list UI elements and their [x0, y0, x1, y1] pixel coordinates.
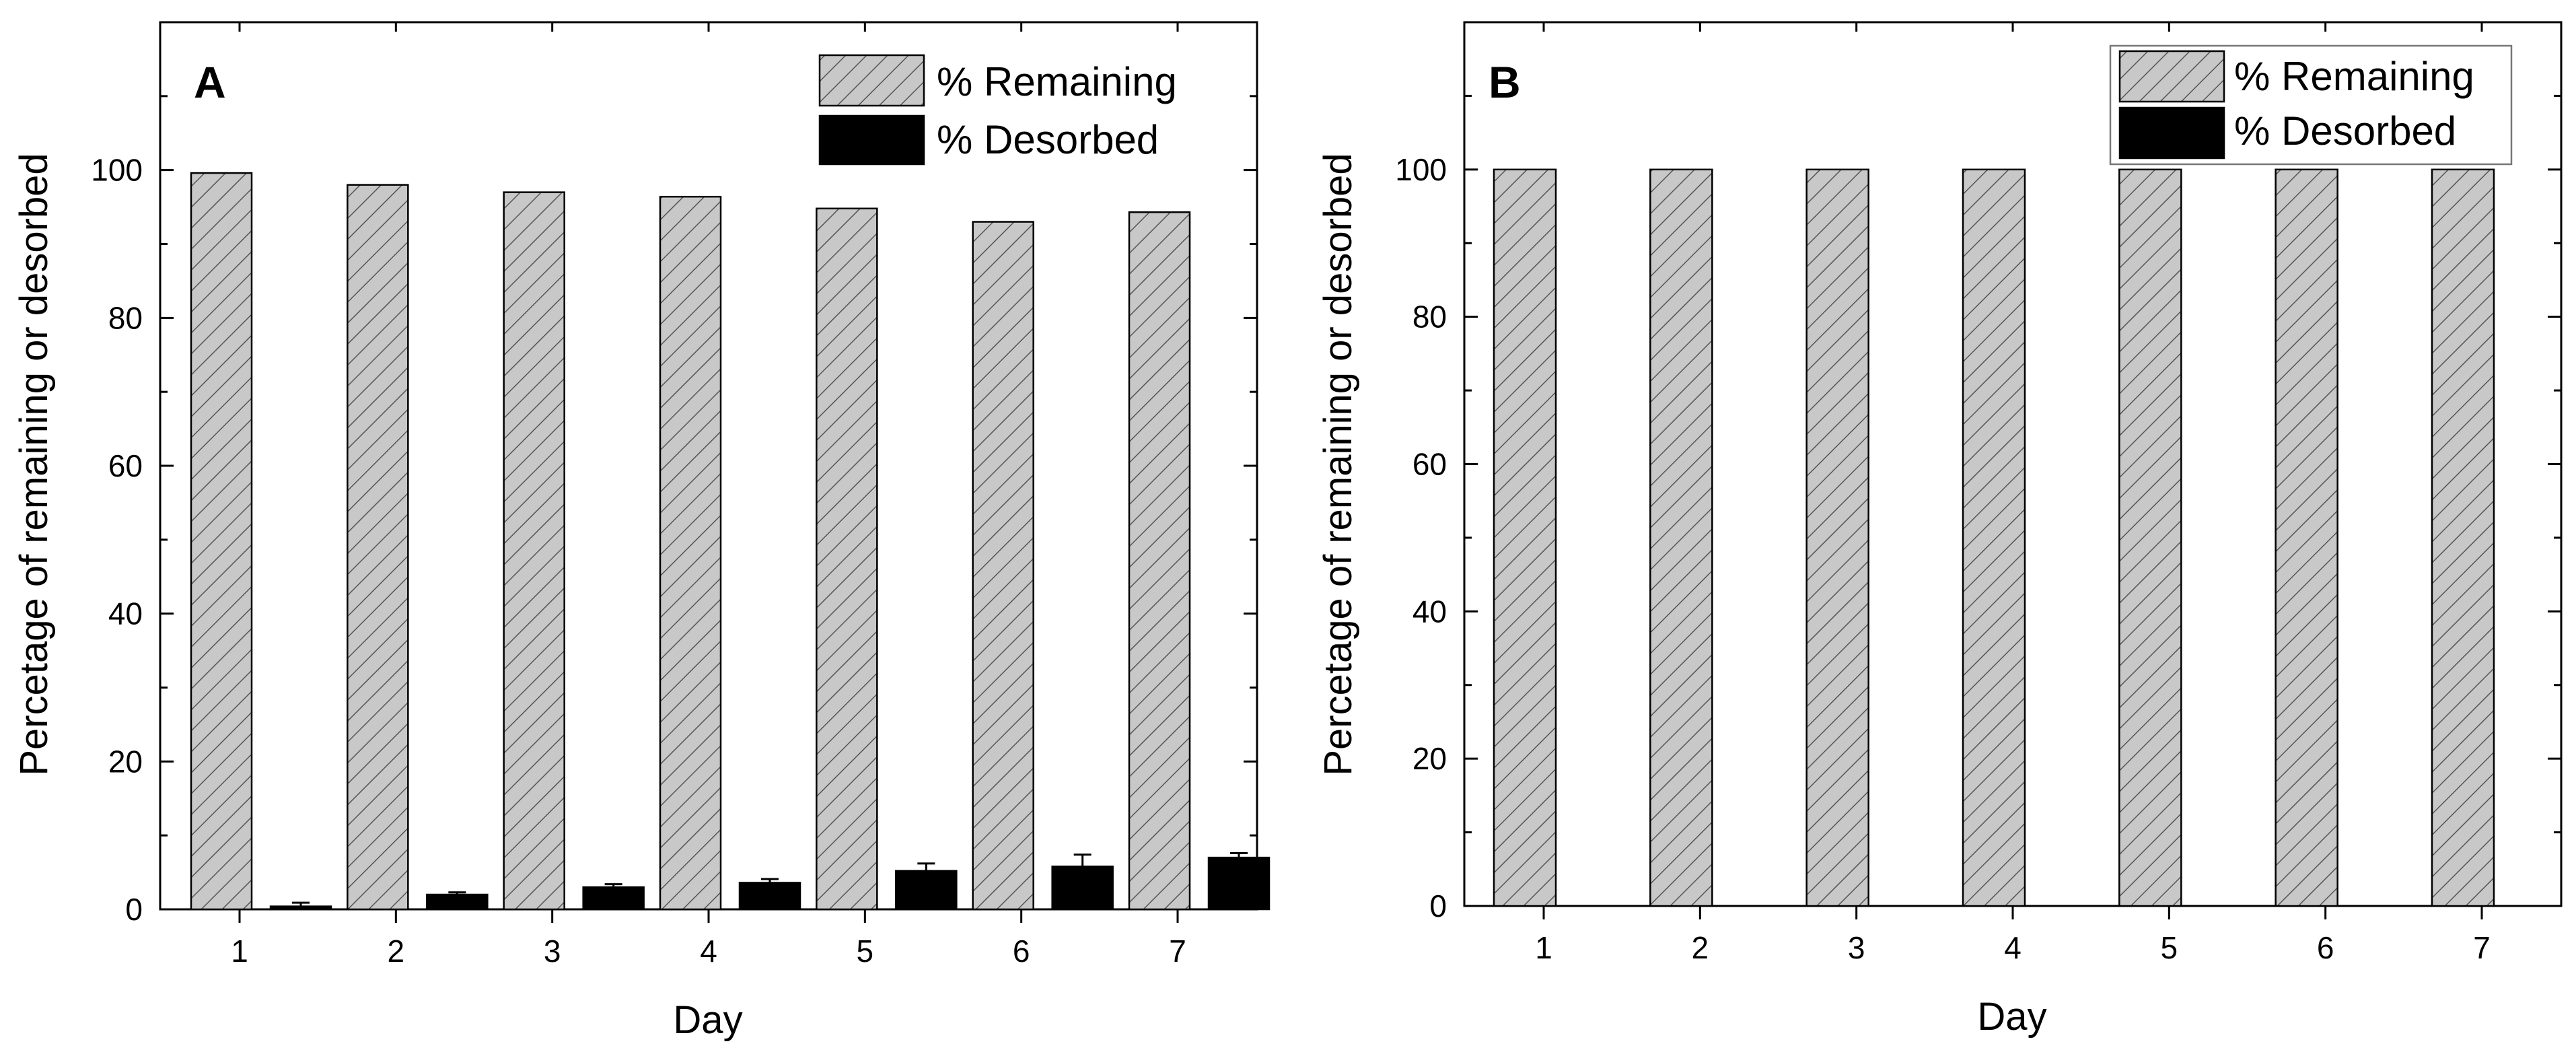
x-tick-label: 3 — [1848, 930, 1865, 965]
bar-desorbed — [895, 870, 958, 911]
x-tick-label: 2 — [388, 934, 405, 969]
bar-desorbed — [1207, 856, 1271, 911]
y-tick-label: 40 — [108, 596, 143, 631]
bar-remaining — [2118, 168, 2182, 907]
legend-swatch-desorbed — [818, 114, 925, 166]
x-tick-label: 4 — [2004, 930, 2022, 965]
chart-panel-a: A Percetage of remaining or desorbed Day… — [12, 21, 1271, 1042]
x-tick-label: 5 — [2161, 930, 2178, 965]
x-tick-label: 7 — [2473, 930, 2491, 965]
x-tick-label: 7 — [1169, 934, 1186, 969]
bar-remaining — [1962, 168, 2026, 907]
legend-label-remaining: % Remaining — [937, 59, 1177, 104]
bar-remaining — [2431, 168, 2495, 907]
bar-remaining — [1493, 168, 1557, 907]
y-axis-title: Percetage of remaining or desorbed — [12, 153, 56, 775]
bar-remaining — [347, 184, 409, 911]
x-axis-title: Day — [1977, 995, 2046, 1039]
bar-remaining — [2275, 168, 2338, 907]
chart-panel-b: B Percetage of remaining or desorbed Day… — [1316, 21, 2563, 1039]
panel-label: B — [1489, 57, 1521, 107]
x-axis-title: Day — [673, 998, 742, 1042]
legend-swatch-remaining — [2118, 50, 2225, 103]
legend-label-desorbed: % Desorbed — [2234, 108, 2456, 153]
y-axis-title: Percetage of remaining or desorbed — [1316, 153, 1360, 775]
y-tick-label: 60 — [1412, 447, 1447, 482]
y-tick-label: 0 — [125, 892, 143, 927]
y-tick-label: 60 — [108, 448, 143, 483]
bar-desorbed — [738, 882, 801, 911]
y-tick-label: 20 — [108, 744, 143, 779]
bar-desorbed — [269, 905, 332, 911]
x-tick-label: 2 — [1692, 930, 1709, 965]
x-tick-label: 6 — [2317, 930, 2334, 965]
x-tick-label: 4 — [700, 934, 717, 969]
bar-desorbed — [1051, 866, 1114, 911]
bar-remaining — [503, 191, 565, 911]
x-tick-label: 3 — [544, 934, 561, 969]
x-tick-label: 6 — [1013, 934, 1030, 969]
bar-desorbed — [426, 893, 489, 911]
legend-label-remaining: % Remaining — [2234, 54, 2474, 99]
bar-desorbed — [582, 886, 645, 911]
bar-remaining — [816, 207, 878, 911]
bar-remaining — [1805, 168, 1869, 907]
x-tick-label: 5 — [857, 934, 874, 969]
legend: % Remaining % Desorbed — [818, 54, 1177, 166]
bar-remaining — [190, 172, 253, 911]
panel-label: A — [194, 57, 226, 107]
legend-swatch-desorbed — [2118, 106, 2225, 160]
y-tick-label: 20 — [1412, 741, 1447, 776]
y-tick-label: 40 — [1412, 594, 1447, 629]
bar-remaining — [1649, 168, 1713, 907]
bar-remaining — [972, 221, 1034, 911]
bar-remaining — [1128, 211, 1191, 911]
x-tick-label: 1 — [231, 934, 248, 969]
legend: % Remaining % Desorbed — [2109, 44, 2513, 166]
bar-remaining — [659, 195, 722, 911]
legend-label-desorbed: % Desorbed — [937, 117, 1159, 162]
y-tick-label: 100 — [1395, 152, 1447, 187]
y-tick-label: 100 — [91, 153, 143, 188]
y-tick-label: 80 — [108, 300, 143, 335]
y-tick-label: 0 — [1429, 888, 1447, 923]
y-tick-label: 80 — [1412, 300, 1447, 335]
x-tick-label: 1 — [1535, 930, 1552, 965]
legend-swatch-remaining — [818, 54, 925, 107]
